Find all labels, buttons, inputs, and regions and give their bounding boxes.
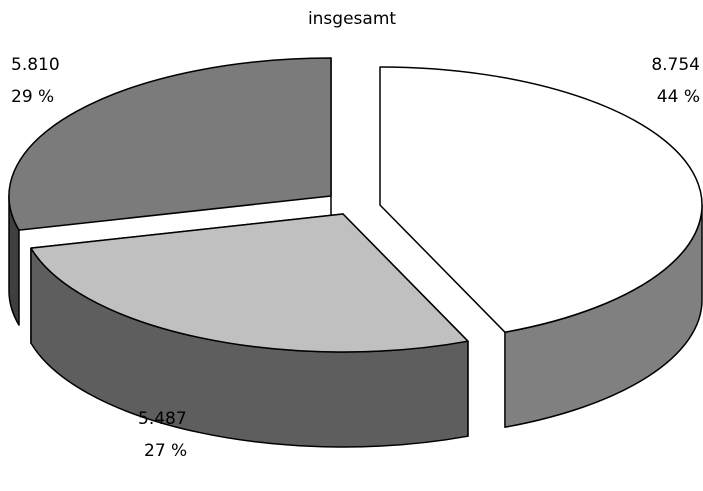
data-label-percent-slice-1: 44 % (656, 87, 700, 107)
data-label-value-slice-3: 5.810 (11, 55, 60, 75)
pie-slice-2 (30, 213, 469, 353)
data-label-percent-slice-2: 27 % (144, 441, 188, 461)
data-label-value-slice-1: 8.754 (651, 55, 700, 75)
pie-slice-1 (379, 66, 703, 333)
pie-slice-3 (8, 57, 332, 231)
chart-title: insgesamt (307, 9, 397, 29)
data-label-value-slice-2: 5.487 (138, 409, 187, 429)
data-label-percent-slice-3: 29 % (11, 87, 55, 107)
